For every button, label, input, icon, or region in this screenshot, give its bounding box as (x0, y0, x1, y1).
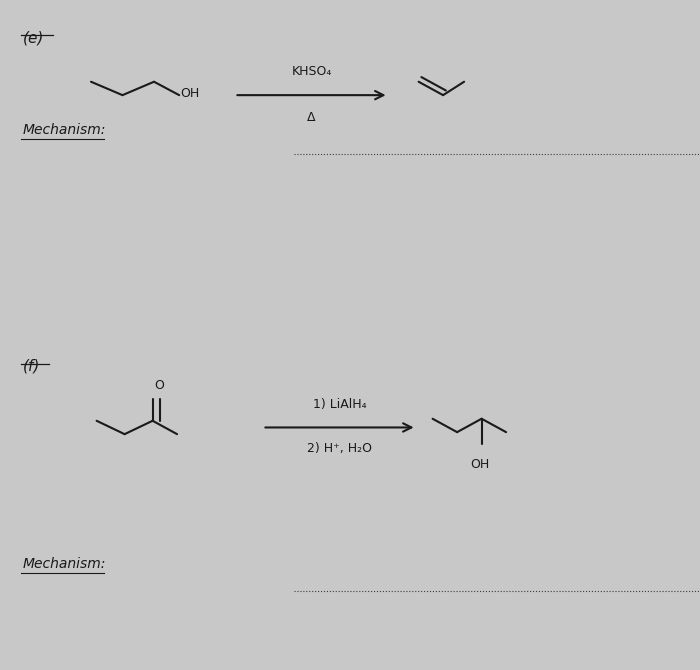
Text: OH: OH (181, 87, 200, 100)
Text: (e): (e) (22, 30, 44, 45)
Text: Δ: Δ (307, 111, 316, 124)
Text: O: O (155, 379, 164, 392)
Text: Mechanism:: Mechanism: (22, 557, 106, 571)
Text: Mechanism:: Mechanism: (22, 123, 106, 137)
Text: 1) LiAlH₄: 1) LiAlH₄ (313, 399, 366, 411)
Text: OH: OH (470, 458, 490, 471)
Text: (f): (f) (22, 358, 40, 373)
Text: KHSO₄: KHSO₄ (291, 65, 332, 78)
Text: 2) H⁺, H₂O: 2) H⁺, H₂O (307, 442, 372, 455)
